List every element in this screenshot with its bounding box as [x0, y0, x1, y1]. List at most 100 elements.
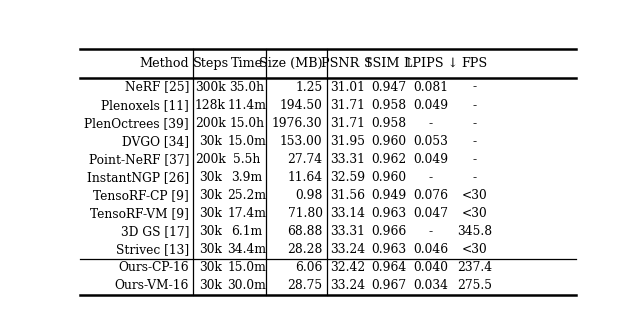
- Text: 32.42: 32.42: [330, 261, 365, 274]
- Text: 15.0m: 15.0m: [227, 261, 266, 274]
- Text: NeRF [25]: NeRF [25]: [125, 81, 189, 94]
- Text: 30k: 30k: [199, 171, 222, 184]
- Text: 0.98: 0.98: [295, 189, 323, 202]
- Text: 0.049: 0.049: [413, 99, 449, 111]
- Text: 3D GS [17]: 3D GS [17]: [121, 225, 189, 238]
- Text: -: -: [429, 171, 433, 184]
- Text: 0.047: 0.047: [413, 207, 449, 220]
- Text: 31.01: 31.01: [330, 81, 365, 94]
- Text: 15.0h: 15.0h: [229, 117, 264, 130]
- Text: 30k: 30k: [199, 207, 222, 220]
- Text: 30.0m: 30.0m: [227, 279, 266, 292]
- Text: 0.958: 0.958: [372, 99, 407, 111]
- Text: 0.964: 0.964: [372, 261, 407, 274]
- Text: 237.4: 237.4: [457, 261, 492, 274]
- Text: 200k: 200k: [195, 153, 226, 166]
- Text: 33.24: 33.24: [330, 279, 365, 292]
- Text: 11.4m: 11.4m: [227, 99, 266, 111]
- Text: 68.88: 68.88: [287, 225, 323, 238]
- Text: 11.64: 11.64: [287, 171, 323, 184]
- Text: 17.4m: 17.4m: [227, 207, 266, 220]
- Text: 27.74: 27.74: [287, 153, 323, 166]
- Text: -: -: [472, 171, 476, 184]
- Text: <30: <30: [461, 189, 487, 202]
- Text: TensoRF-VM [9]: TensoRF-VM [9]: [90, 207, 189, 220]
- Text: 300k: 300k: [195, 81, 226, 94]
- Text: 30k: 30k: [199, 279, 222, 292]
- Text: 0.947: 0.947: [372, 81, 407, 94]
- Text: 0.081: 0.081: [413, 81, 449, 94]
- Text: <30: <30: [461, 207, 487, 220]
- Text: LPIPS ↓: LPIPS ↓: [404, 57, 458, 70]
- Text: Ours-VM-16: Ours-VM-16: [115, 279, 189, 292]
- Text: Size (MB): Size (MB): [259, 57, 323, 70]
- Text: 0.034: 0.034: [413, 279, 449, 292]
- Text: 30k: 30k: [199, 225, 222, 238]
- Text: 31.71: 31.71: [330, 117, 365, 130]
- Text: DVGO [34]: DVGO [34]: [122, 135, 189, 148]
- Text: 34.4m: 34.4m: [227, 243, 266, 256]
- Text: 33.24: 33.24: [330, 243, 365, 256]
- Text: 0.046: 0.046: [413, 243, 449, 256]
- Text: 0.962: 0.962: [372, 153, 407, 166]
- Text: Method: Method: [140, 57, 189, 70]
- Text: SSIM ↑: SSIM ↑: [364, 57, 414, 70]
- Text: -: -: [472, 117, 476, 130]
- Text: PSNR ↑: PSNR ↑: [321, 57, 374, 70]
- Text: 0.967: 0.967: [372, 279, 407, 292]
- Text: 6.1m: 6.1m: [231, 225, 262, 238]
- Text: 15.0m: 15.0m: [227, 135, 266, 148]
- Text: -: -: [429, 117, 433, 130]
- Text: Time: Time: [231, 57, 263, 70]
- Text: 3.9m: 3.9m: [231, 171, 262, 184]
- Text: 30k: 30k: [199, 189, 222, 202]
- Text: 31.56: 31.56: [330, 189, 365, 202]
- Text: 0.040: 0.040: [413, 261, 449, 274]
- Text: 200k: 200k: [195, 117, 226, 130]
- Text: 275.5: 275.5: [457, 279, 492, 292]
- Text: 1.25: 1.25: [295, 81, 323, 94]
- Text: 0.963: 0.963: [372, 207, 407, 220]
- Text: 5.5h: 5.5h: [233, 153, 260, 166]
- Text: 0.963: 0.963: [372, 243, 407, 256]
- Text: 0.960: 0.960: [372, 171, 407, 184]
- Text: Plenoxels [11]: Plenoxels [11]: [101, 99, 189, 111]
- Text: 30k: 30k: [199, 135, 222, 148]
- Text: -: -: [429, 225, 433, 238]
- Text: 0.949: 0.949: [372, 189, 407, 202]
- Text: Steps: Steps: [193, 57, 228, 70]
- Text: 28.75: 28.75: [287, 279, 323, 292]
- Text: PlenOctrees [39]: PlenOctrees [39]: [84, 117, 189, 130]
- Text: 128k: 128k: [195, 99, 226, 111]
- Text: InstantNGP [26]: InstantNGP [26]: [87, 171, 189, 184]
- Text: 32.59: 32.59: [330, 171, 365, 184]
- Text: 25.2m: 25.2m: [227, 189, 266, 202]
- Text: <30: <30: [461, 243, 487, 256]
- Text: Strivec [13]: Strivec [13]: [116, 243, 189, 256]
- Text: -: -: [472, 135, 476, 148]
- Text: -: -: [472, 81, 476, 94]
- Text: 31.71: 31.71: [330, 99, 365, 111]
- Text: TensoRF-CP [9]: TensoRF-CP [9]: [93, 189, 189, 202]
- Text: 194.50: 194.50: [280, 99, 323, 111]
- Text: 6.06: 6.06: [295, 261, 323, 274]
- Text: FPS: FPS: [461, 57, 488, 70]
- Text: 153.00: 153.00: [280, 135, 323, 148]
- Text: 0.049: 0.049: [413, 153, 449, 166]
- Text: 0.966: 0.966: [372, 225, 407, 238]
- Text: 31.95: 31.95: [330, 135, 365, 148]
- Text: 33.31: 33.31: [330, 225, 365, 238]
- Text: 1976.30: 1976.30: [272, 117, 323, 130]
- Text: 0.958: 0.958: [372, 117, 407, 130]
- Text: 33.14: 33.14: [330, 207, 365, 220]
- Text: 0.960: 0.960: [372, 135, 407, 148]
- Text: -: -: [472, 153, 476, 166]
- Text: 30k: 30k: [199, 243, 222, 256]
- Text: -: -: [472, 99, 476, 111]
- Text: 28.28: 28.28: [287, 243, 323, 256]
- Text: Ours-CP-16: Ours-CP-16: [118, 261, 189, 274]
- Text: 71.80: 71.80: [287, 207, 323, 220]
- Text: 33.31: 33.31: [330, 153, 365, 166]
- Text: 30k: 30k: [199, 261, 222, 274]
- Text: 0.053: 0.053: [413, 135, 449, 148]
